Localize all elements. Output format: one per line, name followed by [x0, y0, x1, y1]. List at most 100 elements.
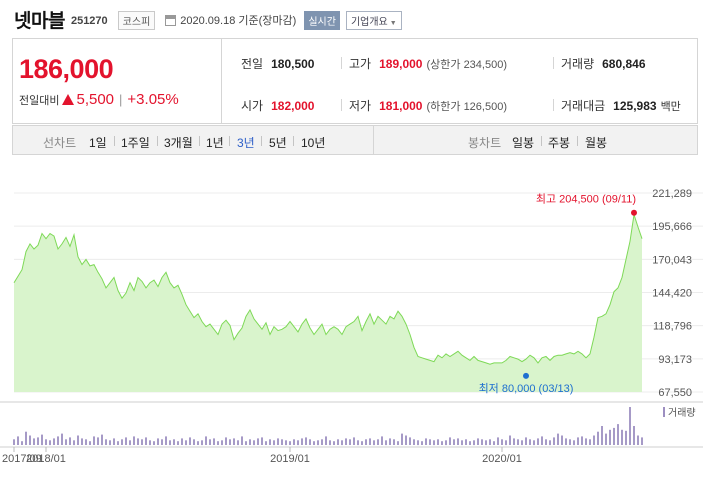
volume-bar — [261, 437, 263, 445]
volume-bar — [37, 437, 39, 445]
tab-1w[interactable]: 1주일 — [121, 136, 150, 150]
volume-bar — [357, 440, 359, 446]
volume-bar — [417, 440, 419, 446]
low-point-marker — [523, 372, 529, 379]
price-line — [13, 214, 643, 365]
volume-bar — [181, 438, 183, 445]
volume-bar — [485, 440, 487, 446]
chart-annotations: 최고 204,500 (09/11) 최저 80,000 (03/13) — [479, 193, 637, 395]
volume-bar — [301, 438, 303, 445]
metric-value: 182,000 — [271, 98, 315, 113]
volume-bars — [13, 407, 643, 446]
tab-separator — [114, 136, 115, 146]
volume-bar — [161, 439, 163, 445]
metric-label: 거래대금 — [561, 99, 606, 113]
tab-weekly-candle[interactable]: 주봉 — [548, 136, 571, 150]
period-tab-bar: 선차트 1일 1주일 3개월 1년 3년 5년 10년 봉차트 일봉 주봉 월봉 — [12, 125, 698, 155]
y-tick-label: 221,289 — [652, 188, 692, 200]
volume-bar — [49, 440, 51, 446]
metric-value: 680,846 — [602, 56, 646, 71]
divider — [553, 57, 554, 69]
volume-bar — [125, 437, 127, 445]
volume-bar — [421, 441, 423, 445]
volume-bar — [85, 439, 87, 445]
volume-bar — [433, 440, 435, 446]
tab-1d[interactable]: 1일 — [89, 136, 107, 150]
x-tick-label: 2017/09 — [2, 453, 42, 465]
tab-monthly-candle[interactable]: 월봉 — [585, 136, 608, 150]
volume-bar — [33, 438, 35, 445]
tab-daily-candle[interactable]: 일봉 — [512, 136, 535, 150]
volume-bar — [69, 437, 71, 445]
tab-10y[interactable]: 10년 — [301, 136, 326, 150]
volume-bar — [397, 441, 399, 445]
volume-bar — [533, 440, 535, 446]
volume-bar — [205, 436, 207, 445]
volume-bar — [189, 437, 191, 445]
volume-bar — [229, 439, 231, 445]
high-annotation: 최고 204,500 (09/11) — [536, 193, 636, 206]
volume-bar — [169, 440, 171, 446]
volume-bar — [233, 438, 235, 445]
volume-bar — [277, 438, 279, 445]
metric-open: 시가 182,000 — [241, 97, 314, 114]
metric-high: 고가 189,000 (상한가 234,500) — [349, 55, 507, 72]
tab-5y[interactable]: 5년 — [269, 136, 287, 150]
metric-amount: 거래대금 125,983 백만 — [561, 97, 681, 114]
volume-bar — [341, 440, 343, 446]
lower-limit: (하한가 126,500) — [426, 100, 507, 113]
volume-bar — [197, 441, 199, 445]
price-metrics: 전일 180,500 고가 189,000 (상한가 234,500) 거래량 … — [223, 39, 698, 123]
calendar-icon — [165, 14, 177, 26]
volume-bar — [117, 441, 119, 445]
volume-bar — [385, 440, 387, 446]
high-point-marker — [631, 209, 637, 216]
tab-3m[interactable]: 3개월 — [164, 136, 193, 150]
volume-bar — [641, 437, 643, 445]
volume-bar — [513, 438, 515, 445]
y-tick-label: 93,173 — [658, 354, 692, 366]
volume-bar — [329, 440, 331, 446]
volume-bar — [61, 433, 63, 445]
y-tick-label: 195,666 — [652, 221, 692, 233]
volume-bar — [573, 440, 575, 446]
tab-1y[interactable]: 1년 — [206, 136, 224, 150]
volume-bar — [141, 439, 143, 445]
metric-label: 시가 — [241, 99, 264, 113]
volume-bar — [545, 439, 547, 445]
volume-bar — [77, 435, 79, 445]
company-overview-button[interactable]: 기업개요 ▼ — [345, 10, 402, 30]
tab-3y[interactable]: 3년 — [237, 136, 255, 150]
candle-chart-label: 봉차트 — [468, 136, 502, 150]
volume-bar — [557, 433, 559, 445]
volume-bar — [561, 435, 563, 445]
volume-bar — [541, 436, 543, 445]
base-date: 2020.09.18 기준(장마감) — [180, 15, 297, 27]
tabbar-divider — [373, 126, 374, 154]
volume-bar — [289, 441, 291, 445]
realtime-button[interactable]: 실시간 — [304, 10, 340, 30]
volume-bar — [493, 441, 495, 445]
volume-bar — [41, 434, 43, 446]
price-chart: 221,289 195,666 170,043 144,420 118,796 93,17… — [0, 155, 703, 475]
volume-bar — [621, 429, 623, 445]
volume-bar — [401, 433, 403, 445]
metric-prev-close: 전일 180,500 — [241, 55, 314, 72]
volume-bar — [165, 436, 167, 445]
volume-bar — [633, 426, 635, 445]
volume-bar — [193, 439, 195, 445]
volume-bar — [173, 439, 175, 445]
volume-bar — [317, 440, 319, 446]
volume-bar — [441, 441, 443, 445]
volume-bar — [349, 439, 351, 445]
volume-bar — [105, 439, 107, 445]
volume-bar — [241, 436, 243, 445]
volume-bar — [605, 433, 607, 445]
volume-bar — [101, 434, 103, 446]
volume-bar — [345, 438, 347, 445]
volume-bar — [97, 437, 99, 445]
stock-name: 넷마블 — [14, 10, 65, 32]
volume-bar — [449, 437, 451, 445]
volume-bar — [569, 439, 571, 445]
